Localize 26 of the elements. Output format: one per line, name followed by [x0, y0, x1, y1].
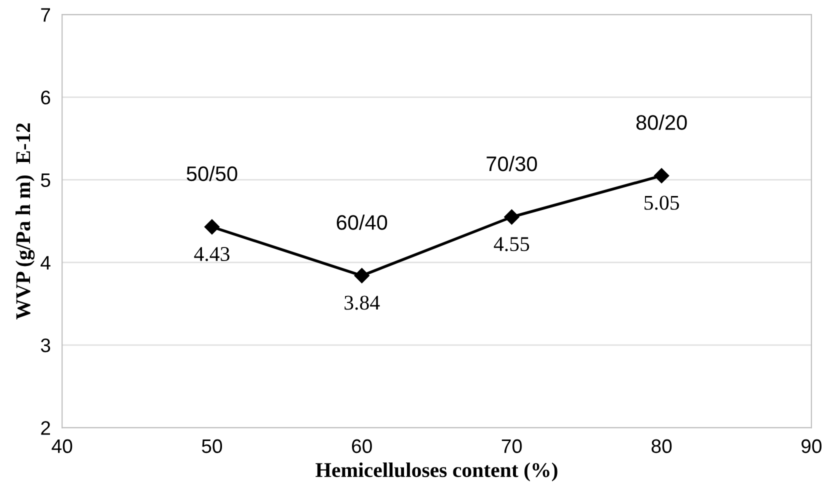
x-tick-label: 40 — [52, 439, 72, 454]
y-tick-label: 4 — [40, 256, 50, 270]
y-tick-label: 5 — [40, 173, 50, 188]
point — [354, 268, 370, 284]
point — [654, 168, 670, 184]
y-tick-label: 7 — [41, 8, 50, 22]
y-tick-label: 3 — [40, 338, 50, 352]
data-label: 4.55 — [494, 237, 530, 252]
annotation: 60/40 — [336, 214, 388, 230]
x-tick-label: 90 — [802, 439, 822, 454]
x-tick-label: 60 — [352, 439, 372, 454]
y-tick-label: 6 — [41, 90, 50, 104]
x-tick-label: 50 — [202, 439, 222, 454]
annotation: 70/30 — [486, 156, 537, 172]
annotation: 50/50 — [186, 166, 238, 182]
x-tick-label: 80 — [652, 439, 672, 454]
point — [504, 209, 520, 225]
point — [204, 219, 220, 234]
data-label: 5.05 — [644, 196, 679, 210]
data-label: 4.43 — [194, 247, 230, 262]
annotation: 80/20 — [636, 114, 687, 130]
x-axis-title: Hemicelluloses content (%) — [316, 462, 558, 482]
x-tick-label: 70 — [502, 439, 522, 454]
y-tick-label: 2 — [41, 421, 50, 435]
data-label: 3.84 — [344, 296, 380, 310]
y-axis-title: WVP (g/Pa h m) E-12 — [16, 123, 35, 320]
